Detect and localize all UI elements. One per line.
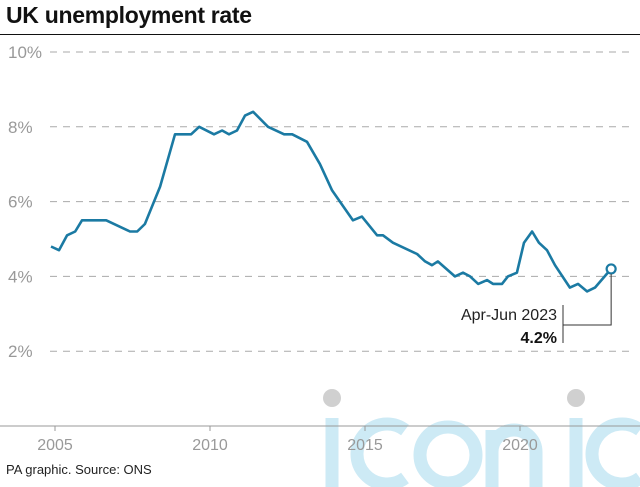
- annotation-label: Apr-Jun 2023: [461, 307, 557, 324]
- y-tick-label: 2%: [8, 342, 33, 361]
- source-note: PA graphic. Source: ONS: [6, 462, 152, 477]
- y-tick-label: 6%: [8, 193, 33, 212]
- chart-title: UK unemployment rate: [6, 2, 252, 28]
- watermark-dot: [323, 389, 341, 407]
- title-rule: [0, 34, 640, 35]
- annotation-leader: [563, 273, 612, 326]
- x-tick-label: 2020: [502, 437, 538, 454]
- y-tick-label: 8%: [8, 118, 33, 137]
- watermark-logo: [585, 417, 640, 487]
- latest-point-marker: [605, 263, 617, 275]
- annotation-value: 4.2%: [521, 330, 557, 347]
- unemployment-line: [50, 110, 613, 293]
- y-tick-label: 4%: [8, 267, 33, 286]
- x-tick-label: 2015: [347, 437, 383, 454]
- watermark-logo: [413, 420, 483, 487]
- watermark-logo: [350, 417, 409, 487]
- x-tick-label: 2005: [37, 437, 73, 454]
- watermark-logo: [485, 423, 543, 487]
- y-tick-label: 10%: [8, 43, 42, 62]
- watermark-dot: [567, 389, 585, 407]
- x-tick-label: 2010: [192, 437, 228, 454]
